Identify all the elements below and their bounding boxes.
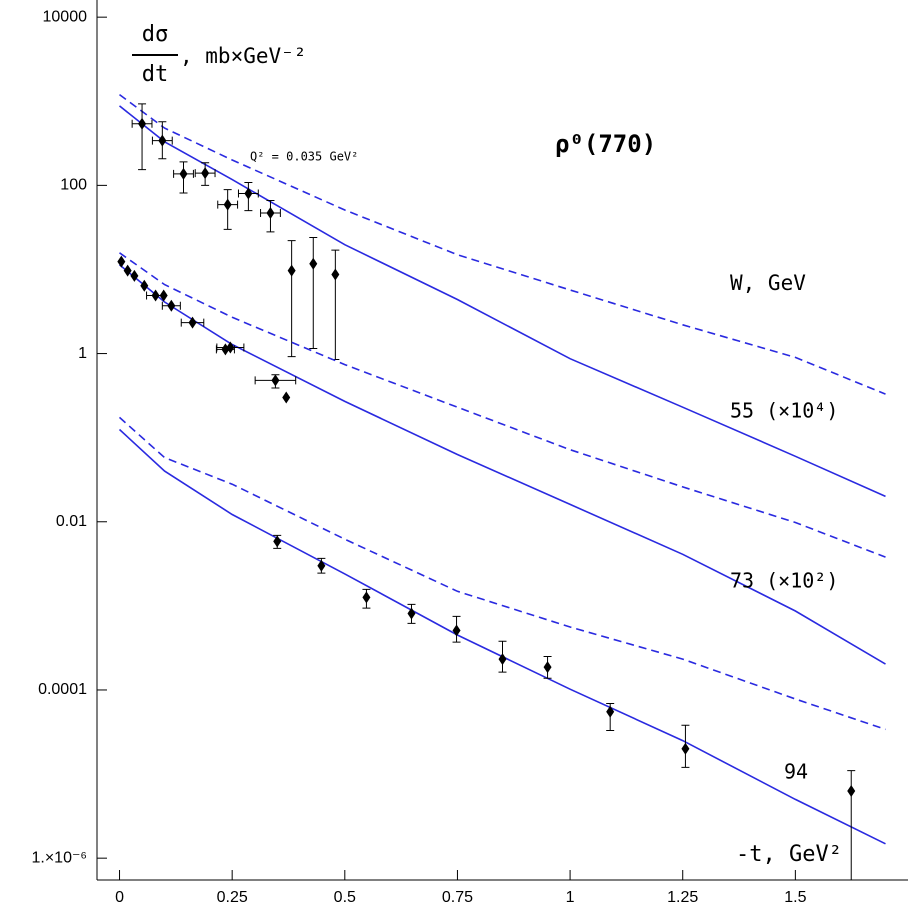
data-point [158,134,167,147]
data-point [331,268,340,281]
data-point [223,198,232,211]
y-label-denominator: dt [142,62,169,87]
x-label: -t, GeV² [736,842,842,867]
solid-curve [119,105,886,498]
y-error-bar [287,240,296,358]
y-tick-label: 10000 [43,8,88,25]
solid-curve [118,428,886,845]
data-point [130,269,139,282]
y-tick-label: 0.0001 [38,681,87,698]
y-label-numerator: dσ [142,22,169,47]
y-tick-label: 1.×10⁻⁶ [31,849,87,866]
data-point [151,289,160,302]
data-point [179,167,188,180]
data-point [266,206,275,219]
data-point [543,661,552,674]
data-point [681,742,690,755]
data-point [498,653,507,666]
data-point [407,607,416,620]
x-tick-label: 0.75 [442,889,473,906]
x-tick-label: 1.25 [667,889,698,906]
data-point [167,299,176,312]
data-point [309,257,318,270]
x-tick-label: 0 [115,889,124,906]
series-label: 55 (×10⁴) [730,399,838,423]
y-error-bar [331,249,340,361]
series-label: 94 [784,760,808,784]
data-point [317,559,326,572]
dashed-curve [119,252,886,558]
data-point [847,784,856,797]
x-tick-label: 0.5 [334,889,356,906]
dashed-curve [118,416,886,731]
y-error-bar [138,103,147,171]
data-point [244,187,253,200]
data-point [287,264,296,277]
y-tick-label: 1 [78,345,87,362]
annotation: Q² = 0.035 GeV² [250,150,358,164]
data-point [362,591,371,604]
data-point [226,341,235,354]
data-point [188,316,197,329]
x-tick-label: 1 [566,889,575,906]
series-label: 73 (×10²) [730,569,838,593]
data-point [271,374,280,387]
dashed-curve [119,93,886,395]
data-point [138,117,147,130]
y-error-bar [309,236,318,349]
solid-curve [118,264,886,665]
legend-title: W, GeV [730,271,806,295]
chart-title: ρ⁰(770) [555,130,656,158]
data-point [159,289,168,302]
y-tick-label: 100 [60,177,87,194]
data-point [201,167,210,180]
x-tick-label: 1.5 [784,889,806,906]
x-tick-label: 0.25 [217,889,248,906]
data-point [282,391,291,404]
data-point [452,624,461,637]
data-point [123,264,132,277]
data-point [140,279,149,292]
data-point [606,705,615,718]
data-point [273,535,282,548]
y-tick-label: 0.01 [56,513,87,530]
y-label-unit: , mb×GeV⁻² [180,44,306,68]
data-point [117,255,126,268]
